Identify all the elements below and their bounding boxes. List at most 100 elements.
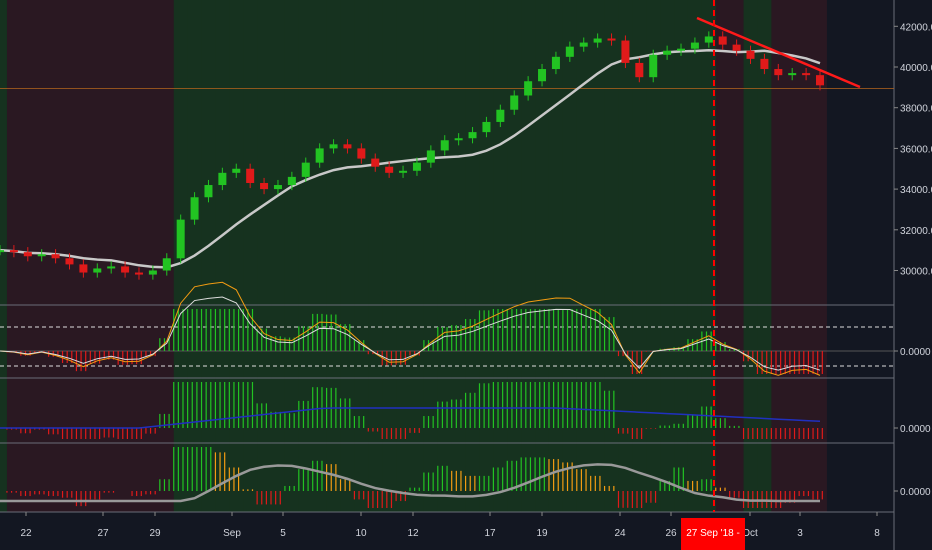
oscillator-zero-label: 0.0000: [900, 487, 931, 498]
candle-body: [357, 148, 366, 159]
candle-body: [190, 197, 199, 220]
trend-band: [576, 0, 592, 512]
candle-body: [343, 144, 352, 149]
candle-body: [621, 40, 630, 63]
candle-body: [454, 138, 463, 141]
trend-band: [382, 0, 397, 512]
trend-band: [479, 0, 494, 512]
trend-band: [604, 0, 619, 512]
candle-body: [760, 58, 769, 70]
candle-body: [162, 258, 171, 271]
trend-band: [271, 0, 286, 512]
candle-body: [468, 132, 477, 139]
candle-body: [816, 75, 824, 86]
trend-band: [757, 0, 772, 512]
candle-body: [774, 69, 783, 76]
y-tick-label: 40000.000: [900, 63, 932, 74]
trend-band: [298, 0, 314, 512]
y-tick-label: 36000.000: [900, 144, 932, 155]
x-tick-label: 27: [97, 528, 109, 539]
y-tick-label: 32000.000: [900, 226, 932, 237]
candle-body: [0, 250, 4, 253]
candle-body: [371, 158, 380, 167]
x-tick-label: 22: [20, 528, 32, 539]
x-tick-label: 19: [536, 528, 548, 539]
candle-body: [788, 73, 797, 76]
x-tick-label: 17: [484, 528, 496, 539]
trend-band: [465, 0, 480, 512]
candle-body: [273, 185, 282, 190]
trend-band: [132, 0, 147, 512]
candle-body: [496, 109, 505, 122]
trend-band: [145, 0, 161, 512]
candle-body: [551, 56, 560, 70]
candle-body: [593, 38, 602, 43]
y-tick-label: 42000.000: [900, 22, 932, 33]
trend-band: [813, 0, 828, 512]
trend-line: [696, 16, 861, 89]
candle-body: [107, 266, 116, 269]
empty-area: [826, 0, 894, 512]
trend-band: [396, 0, 411, 512]
trend-band: [632, 0, 647, 512]
candle-body: [51, 254, 60, 259]
trend-band: [437, 0, 453, 512]
trend-band: [354, 0, 369, 512]
trend-band: [201, 0, 216, 512]
signal-line: [0, 463, 820, 503]
candle-body: [524, 81, 533, 96]
x-tick-label: 3: [797, 528, 803, 539]
candle-body: [649, 54, 658, 78]
candle-body: [176, 219, 185, 259]
candle-body: [37, 254, 46, 257]
candle-body: [93, 268, 102, 273]
candle-body: [329, 144, 338, 149]
trend-band: [312, 0, 328, 512]
candle-body: [134, 272, 143, 275]
y-tick-label: 34000.000: [900, 185, 932, 196]
trend-band: [715, 0, 731, 512]
candle-body: [148, 270, 157, 275]
x-tick-label: Oct: [742, 528, 758, 539]
candle-body: [663, 50, 672, 55]
x-tick-label: 29: [149, 528, 161, 539]
candle-body: [802, 73, 811, 76]
candle-body: [9, 250, 18, 253]
candle-body: [65, 258, 74, 265]
candle-body: [579, 42, 588, 47]
candle-body: [746, 50, 755, 59]
moving-average-line: [0, 49, 821, 269]
x-tick-label: 24: [614, 528, 626, 539]
candle-body: [301, 162, 310, 177]
trend-band: [743, 0, 758, 512]
oscillator-zero-label: 0.0000: [900, 424, 931, 435]
candle-body: [565, 46, 574, 57]
candle-body: [246, 168, 255, 183]
trend-band: [590, 0, 606, 512]
trend-band: [257, 0, 272, 512]
candle-body: [538, 69, 547, 82]
candle-body: [121, 266, 130, 273]
trend-band: [76, 0, 91, 512]
candle-body: [440, 140, 449, 151]
trend-band: [660, 0, 675, 512]
candle-body: [287, 176, 296, 186]
trend-band: [785, 0, 800, 512]
trend-band: [229, 0, 244, 512]
candle-body: [218, 172, 227, 186]
candle-body: [260, 182, 269, 190]
signal-line: [0, 407, 821, 429]
oscillator-line: [0, 281, 821, 376]
trend-band: [799, 0, 814, 512]
trend-band: [674, 0, 689, 512]
trend-band: [701, 0, 717, 512]
trend-band: [562, 0, 578, 512]
trend-band: [118, 0, 133, 512]
candle-body: [690, 42, 699, 49]
x-tick-label: 26: [665, 528, 677, 539]
candle-body: [412, 162, 421, 171]
trend-band: [646, 0, 661, 512]
x-tick-label: 10: [355, 528, 367, 539]
